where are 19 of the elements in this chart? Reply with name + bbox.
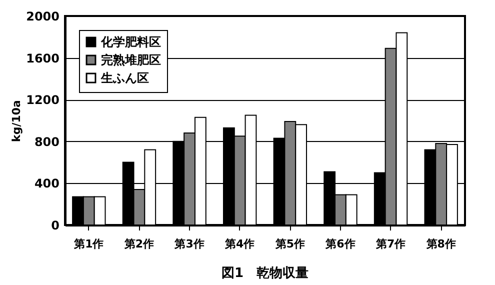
legend-label: 完熟堆肥区 <box>101 53 161 67</box>
x-tick-label: 第8作 <box>425 238 456 250</box>
x-tick-label: 第4作 <box>224 238 255 250</box>
x-tick-label: 第7作 <box>374 238 406 250</box>
y-tick-label: 800 <box>34 134 60 149</box>
y-tick-label: 1200 <box>26 93 60 108</box>
legend-label: 化学肥料区 <box>100 35 161 49</box>
legend-label: 生ふん区 <box>100 71 149 85</box>
x-tick-label: 第2作 <box>123 238 154 250</box>
x-tick-label: 第6作 <box>324 238 356 250</box>
x-tick-label: 第3作 <box>174 238 204 250</box>
y-tick-label: 1600 <box>26 51 60 66</box>
text: 図1 乾物収量 <box>221 266 309 281</box>
y-tick-label: 400 <box>34 176 60 191</box>
x-tick-label: 第1作 <box>73 238 104 250</box>
y-axis-title: kg/10a <box>10 100 24 142</box>
x-tick-label: 第5作 <box>274 238 305 250</box>
y-tick-label: 2000 <box>26 10 60 24</box>
y-tick-label: 0 <box>51 218 60 232</box>
